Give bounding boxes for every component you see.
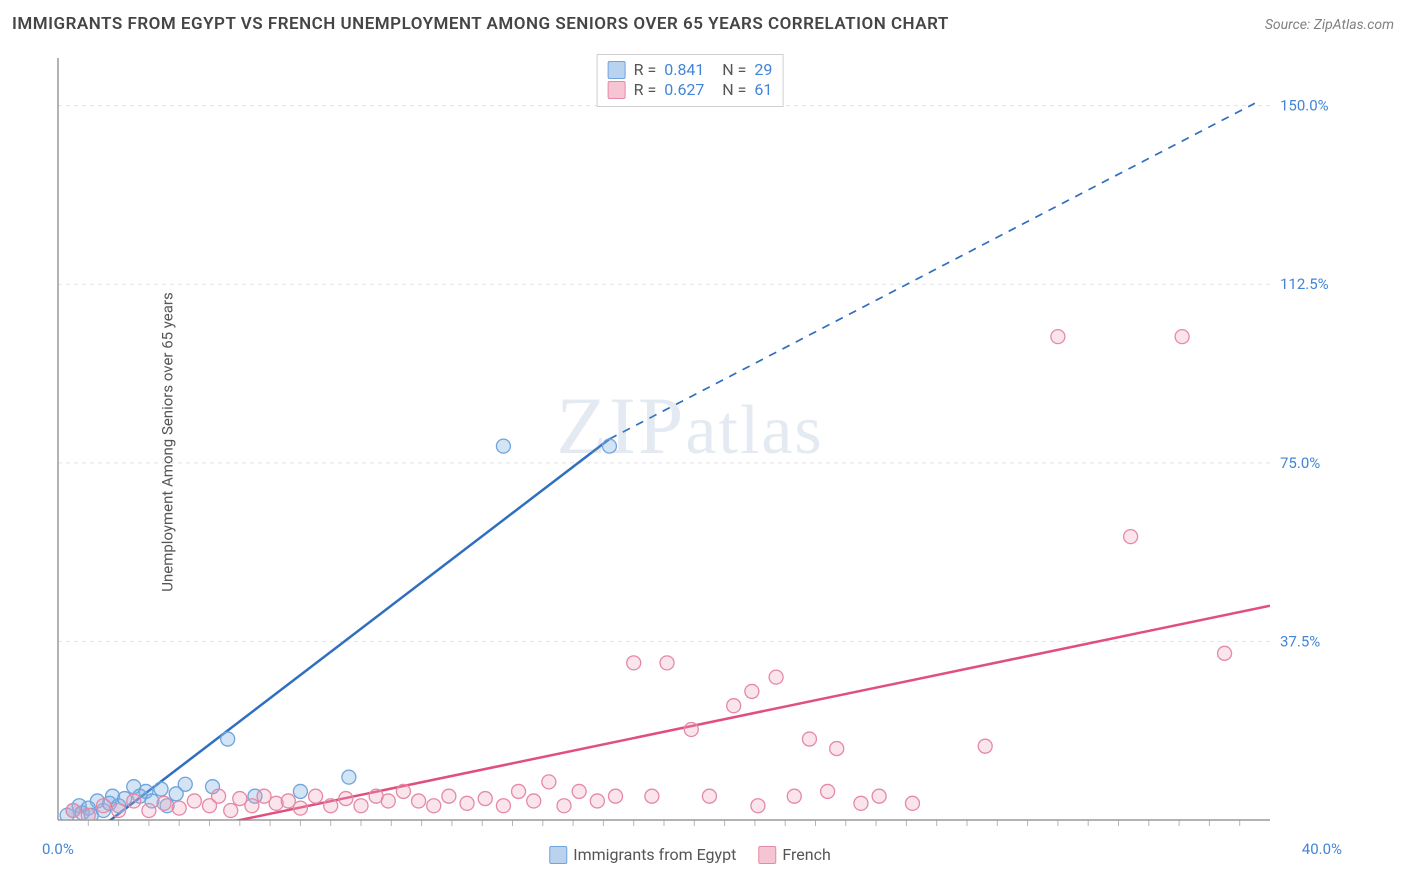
point-french: [293, 801, 307, 815]
point-french: [354, 799, 368, 813]
point-french: [460, 796, 474, 810]
point-french: [112, 803, 126, 817]
point-french: [702, 789, 716, 803]
y-tick-label: 75.0%: [1280, 454, 1320, 472]
point-french: [224, 803, 238, 817]
point-french: [751, 799, 765, 813]
point-egypt: [178, 777, 192, 791]
point-french: [1218, 646, 1232, 660]
point-french: [769, 670, 783, 684]
point-french: [496, 799, 510, 813]
plot-area: Unemployment Among Seniors over 65 years…: [50, 52, 1330, 832]
y-tick-label: 150.0%: [1280, 97, 1329, 115]
point-french: [396, 784, 410, 798]
point-french: [527, 794, 541, 808]
point-egypt: [199, 823, 213, 832]
series-legend: Immigrants from Egypt French: [549, 845, 831, 864]
point-french: [172, 801, 186, 815]
legend-label: Immigrants from Egypt: [573, 845, 736, 864]
point-french: [66, 803, 80, 817]
point-egypt: [221, 732, 235, 746]
point-french: [512, 784, 526, 798]
chart-title: IMMIGRANTS FROM EGYPT VS FRENCH UNEMPLOY…: [12, 14, 949, 34]
point-french: [1124, 530, 1138, 544]
stats-n-value: 61: [754, 80, 772, 99]
point-egypt: [154, 782, 168, 796]
stats-legend-box: R = 0.841 N = 29 R = 0.627 N = 61: [597, 54, 784, 107]
point-french: [427, 799, 441, 813]
point-french: [245, 799, 259, 813]
point-french: [872, 789, 886, 803]
point-french: [309, 789, 323, 803]
point-french: [127, 794, 141, 808]
legend-swatch: [549, 846, 567, 864]
point-french: [542, 775, 556, 789]
point-egypt: [602, 439, 616, 453]
point-french: [660, 656, 674, 670]
stats-r-label: R =: [634, 60, 657, 79]
stats-r-value: 0.841: [664, 60, 714, 79]
point-french: [478, 792, 492, 806]
point-french: [187, 794, 201, 808]
point-french: [157, 796, 171, 810]
chart-source: Source: ZipAtlas.com: [1265, 17, 1394, 33]
legend-item: Immigrants from Egypt: [549, 845, 736, 864]
point-french: [787, 789, 801, 803]
point-egypt: [496, 439, 510, 453]
x-axis-max-label: 40.0%: [1302, 840, 1342, 858]
stats-r-label: R =: [634, 80, 657, 99]
y-tick-label: 37.5%: [1280, 632, 1320, 650]
stats-swatch: [608, 61, 626, 79]
stats-n-value: 29: [754, 60, 772, 79]
point-french: [96, 799, 110, 813]
point-french: [1175, 330, 1189, 344]
point-french: [905, 796, 919, 810]
trend-line-dash-egypt: [609, 103, 1254, 439]
stats-n-label: N =: [722, 80, 746, 99]
legend-label: French: [782, 845, 830, 864]
y-tick-label: 112.5%: [1280, 275, 1329, 293]
trend-line-french: [194, 606, 1270, 830]
trend-line-egypt: [73, 439, 609, 832]
stats-row: R = 0.627 N = 61: [608, 80, 773, 99]
point-french: [442, 789, 456, 803]
point-french: [609, 789, 623, 803]
point-egypt: [293, 784, 307, 798]
stats-r-value: 0.627: [664, 80, 714, 99]
point-french: [802, 732, 816, 746]
point-french: [645, 789, 659, 803]
stats-row: R = 0.841 N = 29: [608, 60, 773, 79]
point-french: [684, 723, 698, 737]
point-french: [821, 784, 835, 798]
point-french: [745, 684, 759, 698]
point-french: [557, 799, 571, 813]
stats-n-label: N =: [722, 60, 746, 79]
point-french: [142, 803, 156, 817]
point-french: [412, 794, 426, 808]
scatter-chart-svg: 37.5% 75.0% 112.5% 150.0%: [50, 52, 1330, 832]
point-french: [978, 739, 992, 753]
legend-item: French: [758, 845, 830, 864]
point-french: [1051, 330, 1065, 344]
point-french: [590, 794, 604, 808]
point-egypt: [342, 770, 356, 784]
point-french: [212, 789, 226, 803]
point-french: [339, 792, 353, 806]
point-french: [854, 796, 868, 810]
point-french: [572, 784, 586, 798]
point-french: [381, 794, 395, 808]
x-axis-min-label: 0.0%: [42, 840, 74, 858]
point-french: [727, 699, 741, 713]
point-french: [627, 656, 641, 670]
stats-swatch: [608, 81, 626, 99]
point-french: [324, 799, 338, 813]
point-french: [830, 742, 844, 756]
legend-swatch: [758, 846, 776, 864]
